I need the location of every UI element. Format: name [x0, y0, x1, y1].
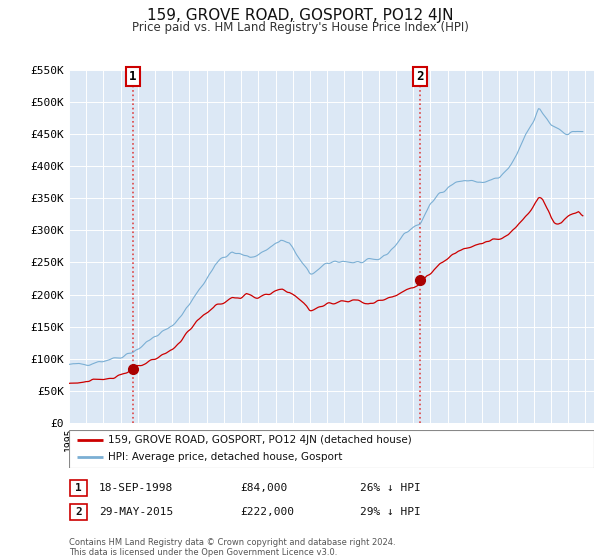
- Text: HPI: Average price, detached house, Gosport: HPI: Average price, detached house, Gosp…: [109, 452, 343, 463]
- Text: 2: 2: [75, 507, 82, 517]
- Text: Price paid vs. HM Land Registry's House Price Index (HPI): Price paid vs. HM Land Registry's House …: [131, 21, 469, 34]
- Text: Contains HM Land Registry data © Crown copyright and database right 2024.
This d: Contains HM Land Registry data © Crown c…: [69, 538, 395, 557]
- Text: £84,000: £84,000: [240, 483, 287, 493]
- Text: 159, GROVE ROAD, GOSPORT, PO12 4JN: 159, GROVE ROAD, GOSPORT, PO12 4JN: [147, 8, 453, 24]
- Text: 159, GROVE ROAD, GOSPORT, PO12 4JN (detached house): 159, GROVE ROAD, GOSPORT, PO12 4JN (deta…: [109, 435, 412, 445]
- Text: 29-MAY-2015: 29-MAY-2015: [99, 507, 173, 517]
- Text: 1: 1: [75, 483, 82, 493]
- Text: 2: 2: [416, 70, 424, 83]
- Text: 18-SEP-1998: 18-SEP-1998: [99, 483, 173, 493]
- Text: 1: 1: [129, 70, 137, 83]
- Text: 26% ↓ HPI: 26% ↓ HPI: [360, 483, 421, 493]
- Text: £222,000: £222,000: [240, 507, 294, 517]
- Text: 29% ↓ HPI: 29% ↓ HPI: [360, 507, 421, 517]
